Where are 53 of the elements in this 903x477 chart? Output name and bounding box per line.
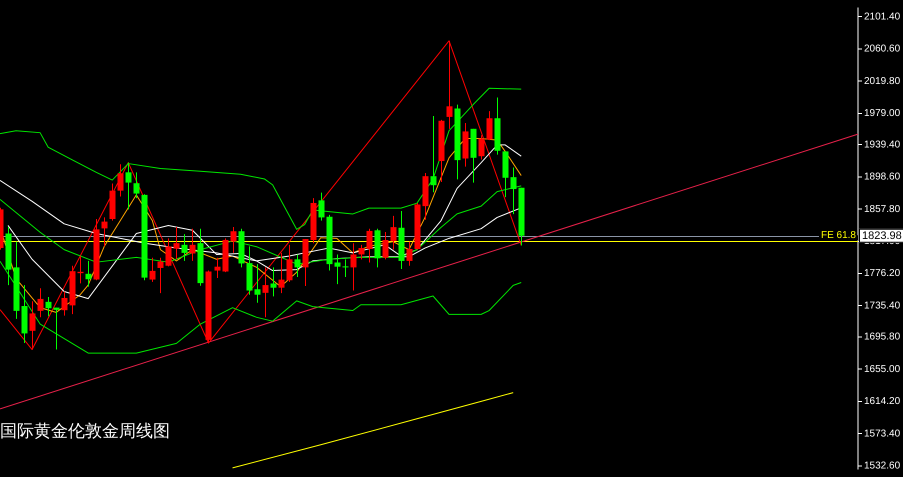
candlestick [62, 290, 68, 316]
candlestick [286, 244, 292, 282]
candlestick [54, 307, 60, 350]
candlestick [38, 288, 44, 318]
candlestick [382, 231, 388, 260]
candlestick [214, 257, 220, 278]
candlestick [278, 252, 284, 294]
candlestick [118, 164, 124, 197]
candlestick [174, 226, 180, 260]
candlestick [430, 115, 436, 193]
y-tick-label: 1532.60 [864, 460, 901, 472]
candlestick [158, 257, 164, 294]
candlestick [366, 228, 372, 264]
y-tick-label: 2019.80 [864, 76, 901, 87]
candlestick [102, 216, 108, 247]
candlestick [334, 254, 340, 285]
y-tick-label: 1898.60 [864, 172, 901, 183]
ref-line-label: 1823.98 [862, 230, 902, 242]
candlestick [406, 241, 412, 266]
y-tick-label: 2101.40 [864, 11, 901, 22]
candlestick [150, 257, 156, 282]
candlestick [166, 238, 172, 267]
candlestick [478, 134, 484, 160]
candlestick [134, 172, 140, 199]
candlestick [350, 242, 356, 292]
candlestick [230, 226, 236, 254]
candlestick [342, 258, 348, 278]
ref-line-label: FE 61.8 [820, 230, 856, 242]
candlestick [270, 266, 276, 297]
candlestick [126, 162, 132, 210]
candlestick [294, 254, 300, 278]
y-tick-label: 1979.00 [864, 108, 901, 120]
y-tick-label: 2060.60 [864, 44, 901, 55]
candlestick [182, 234, 188, 262]
y-tick-label: 1695.80 [864, 332, 901, 343]
candlestick [46, 296, 52, 317]
candlestick [318, 192, 324, 222]
candlestick [254, 264, 260, 304]
candlestick [510, 167, 516, 215]
candlestick [262, 266, 268, 318]
candlestick [86, 260, 92, 288]
y-tick-label: 1939.40 [864, 139, 901, 150]
y-tick-label: 1573.40 [864, 428, 901, 440]
y-tick-label: 1735.40 [864, 300, 901, 312]
y-tick-label: 1614.20 [864, 396, 901, 408]
candlestick [358, 244, 364, 260]
y-tick-label: 1857.80 [864, 204, 901, 215]
candlestick [486, 110, 492, 141]
candlestick [190, 228, 196, 262]
y-tick-label: 1776.20 [864, 268, 901, 280]
candlestick [390, 215, 396, 250]
text: 国际黄金伦敦金周线图 [0, 422, 170, 441]
y-tick-label: 1655.00 [864, 364, 901, 375]
